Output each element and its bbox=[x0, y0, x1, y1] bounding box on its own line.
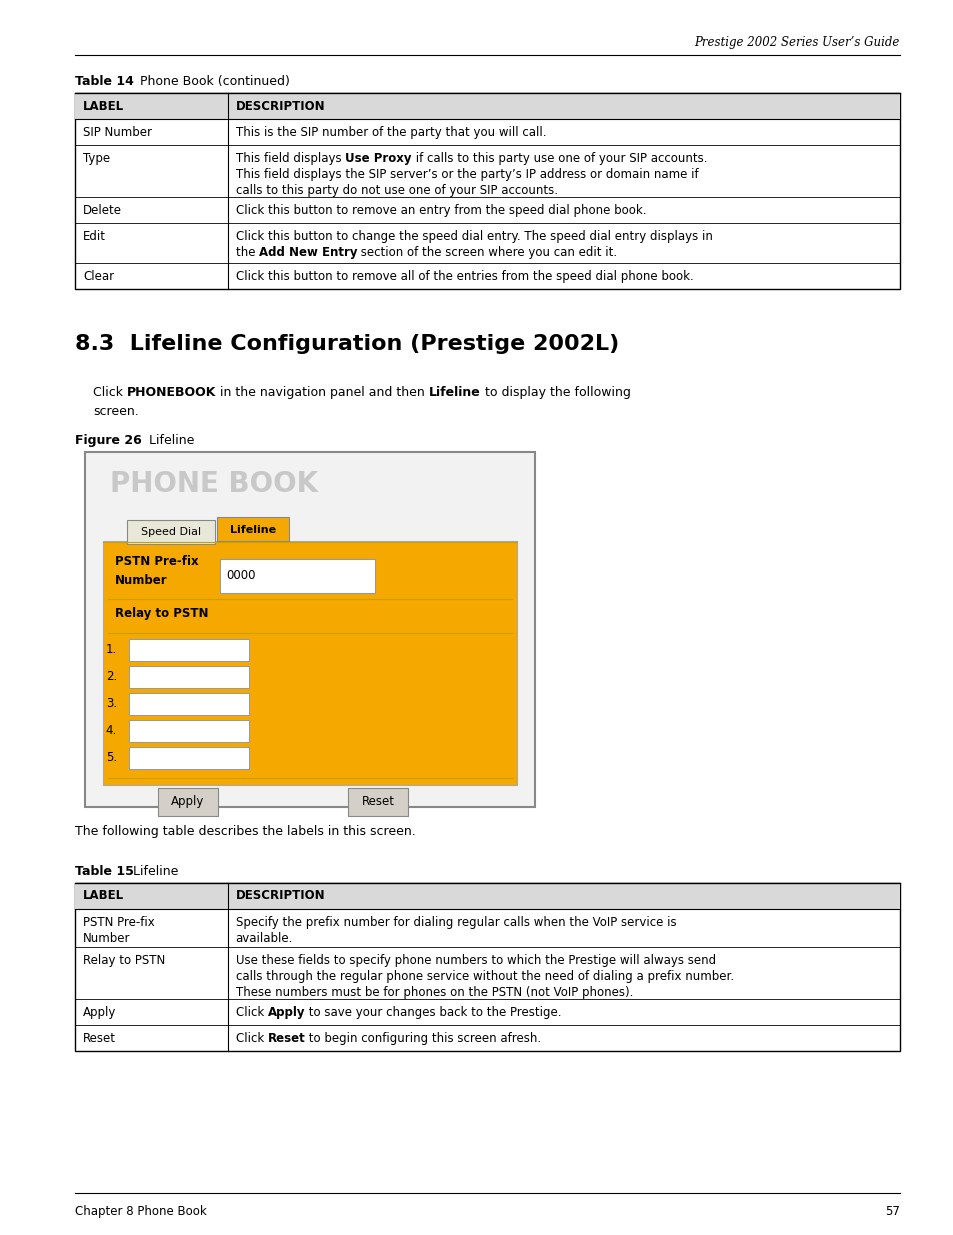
Text: calls through the regular phone service without the need of dialing a prefix num: calls through the regular phone service … bbox=[235, 969, 733, 983]
Text: Prestige 2002 Series User’s Guide: Prestige 2002 Series User’s Guide bbox=[694, 36, 899, 49]
Text: to save your changes back to the Prestige.: to save your changes back to the Prestig… bbox=[305, 1007, 561, 1019]
Text: 5.: 5. bbox=[106, 752, 117, 764]
Text: This is the SIP number of the party that you will call.: This is the SIP number of the party that… bbox=[235, 126, 545, 140]
Text: DESCRIPTION: DESCRIPTION bbox=[235, 100, 325, 112]
Text: Lifeline: Lifeline bbox=[125, 864, 178, 878]
Bar bbox=[127, 520, 214, 543]
Text: Lifeline: Lifeline bbox=[230, 526, 275, 536]
Text: 8.3  Lifeline Configuration (Prestige 2002L): 8.3 Lifeline Configuration (Prestige 200… bbox=[75, 333, 618, 354]
Text: These numbers must be for phones on the PSTN (not VoIP phones).: These numbers must be for phones on the … bbox=[235, 986, 633, 999]
Text: Number: Number bbox=[115, 574, 168, 587]
Text: Relay to PSTN: Relay to PSTN bbox=[115, 606, 209, 620]
Text: Lifeline: Lifeline bbox=[137, 433, 194, 447]
Text: Click this button to change the speed dial entry. The speed dial entry displays : Click this button to change the speed di… bbox=[235, 230, 712, 243]
Text: section of the screen where you can edit it.: section of the screen where you can edit… bbox=[357, 246, 617, 259]
Text: Table 15: Table 15 bbox=[75, 864, 133, 878]
Text: Apply: Apply bbox=[268, 1007, 305, 1019]
Bar bbox=[129, 747, 249, 769]
Text: 1.: 1. bbox=[106, 643, 117, 657]
Text: Apply: Apply bbox=[172, 795, 205, 809]
Text: 0000: 0000 bbox=[226, 569, 255, 583]
Bar bbox=[129, 693, 249, 715]
Text: 2.: 2. bbox=[106, 671, 117, 683]
Text: Reset: Reset bbox=[268, 1032, 305, 1045]
Bar bbox=[75, 93, 899, 119]
Text: Edit: Edit bbox=[83, 230, 106, 243]
Bar bbox=[75, 883, 899, 909]
Bar bbox=[85, 452, 535, 806]
Text: in the navigation panel and then: in the navigation panel and then bbox=[216, 387, 429, 399]
Text: This field displays the SIP server’s or the party’s IP address or domain name if: This field displays the SIP server’s or … bbox=[235, 168, 698, 180]
Text: Click: Click bbox=[92, 387, 127, 399]
Text: Reset: Reset bbox=[361, 795, 395, 809]
Bar bbox=[216, 517, 289, 541]
Text: the: the bbox=[235, 246, 258, 259]
Bar bbox=[158, 788, 218, 816]
Text: Click: Click bbox=[235, 1032, 268, 1045]
Text: Table 14: Table 14 bbox=[75, 75, 133, 88]
Text: PHONE BOOK: PHONE BOOK bbox=[110, 471, 317, 498]
Text: Lifeline: Lifeline bbox=[429, 387, 480, 399]
Text: SIP Number: SIP Number bbox=[83, 126, 152, 140]
Text: Click this button to remove all of the entries from the speed dial phone book.: Click this button to remove all of the e… bbox=[235, 270, 693, 283]
Text: LABEL: LABEL bbox=[83, 889, 124, 903]
Text: Phone Book (continued): Phone Book (continued) bbox=[132, 75, 290, 88]
Text: 4.: 4. bbox=[106, 725, 117, 737]
Text: DESCRIPTION: DESCRIPTION bbox=[235, 889, 325, 903]
Text: Click this button to remove an entry from the speed dial phone book.: Click this button to remove an entry fro… bbox=[235, 204, 645, 217]
Text: 3.: 3. bbox=[106, 698, 117, 710]
Text: to begin configuring this screen afresh.: to begin configuring this screen afresh. bbox=[305, 1032, 541, 1045]
Text: Use Proxy: Use Proxy bbox=[345, 152, 411, 165]
Text: Relay to PSTN: Relay to PSTN bbox=[83, 953, 165, 967]
Text: 57: 57 bbox=[884, 1205, 899, 1218]
Text: LABEL: LABEL bbox=[83, 100, 124, 112]
Text: Specify the prefix number for dialing regular calls when the VoIP service is: Specify the prefix number for dialing re… bbox=[235, 916, 676, 929]
Bar bbox=[129, 666, 249, 688]
Text: Click: Click bbox=[235, 1007, 268, 1019]
Text: Add New Entry: Add New Entry bbox=[258, 246, 357, 259]
Text: PHONEBOOK: PHONEBOOK bbox=[127, 387, 216, 399]
Text: Clear: Clear bbox=[83, 270, 114, 283]
Text: screen.: screen. bbox=[92, 405, 138, 417]
Text: to display the following: to display the following bbox=[480, 387, 630, 399]
Text: PSTN Pre-fix: PSTN Pre-fix bbox=[83, 916, 154, 929]
Bar bbox=[348, 788, 408, 816]
Text: Number: Number bbox=[83, 932, 131, 945]
Bar bbox=[103, 541, 517, 785]
Text: The following table describes the labels in this screen.: The following table describes the labels… bbox=[75, 825, 416, 839]
Text: available.: available. bbox=[235, 931, 293, 945]
Text: Chapter 8 Phone Book: Chapter 8 Phone Book bbox=[75, 1205, 207, 1218]
Bar bbox=[129, 720, 249, 742]
Text: calls to this party do not use one of your SIP accounts.: calls to this party do not use one of yo… bbox=[235, 184, 558, 196]
Text: This field displays: This field displays bbox=[235, 152, 345, 165]
Text: Delete: Delete bbox=[83, 204, 122, 217]
Text: Reset: Reset bbox=[83, 1032, 116, 1045]
Bar bbox=[75, 883, 899, 1051]
Text: Figure 26: Figure 26 bbox=[75, 433, 142, 447]
Text: Type: Type bbox=[83, 152, 110, 165]
Text: PSTN Pre-fix: PSTN Pre-fix bbox=[115, 555, 198, 568]
Bar bbox=[75, 93, 899, 289]
Text: Use these fields to specify phone numbers to which the Prestige will always send: Use these fields to specify phone number… bbox=[235, 953, 715, 967]
Text: if calls to this party use one of your SIP accounts.: if calls to this party use one of your S… bbox=[411, 152, 706, 165]
Bar bbox=[220, 559, 375, 593]
Text: Apply: Apply bbox=[83, 1007, 116, 1019]
Text: Speed Dial: Speed Dial bbox=[141, 527, 201, 537]
Bar bbox=[129, 638, 249, 661]
